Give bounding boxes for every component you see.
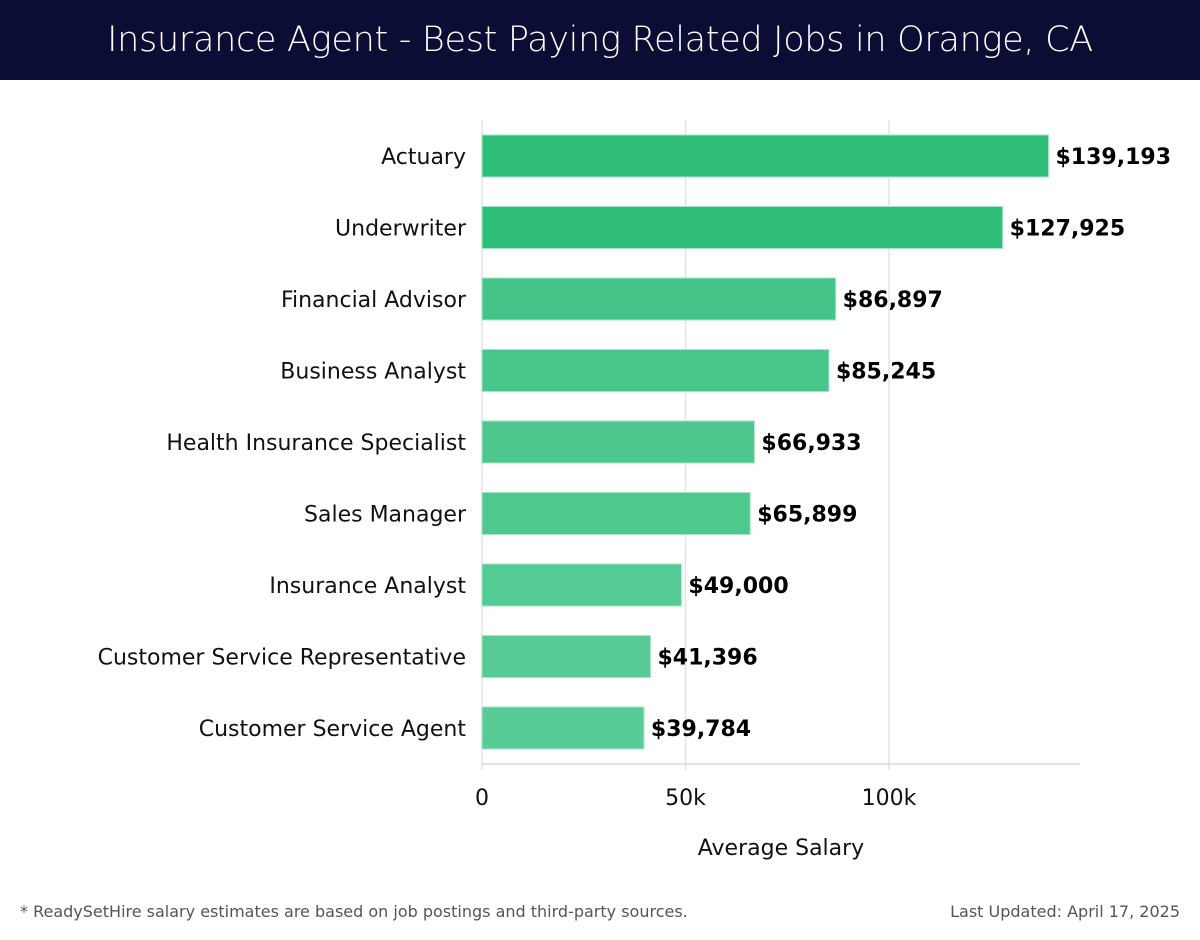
x-tick-label: 0 [475,786,489,811]
value-label: $49,000 [688,574,788,599]
bar [481,563,682,607]
category-label: Business Analyst [280,360,466,385]
value-label: $85,245 [836,360,936,385]
category-label: Underwriter [335,217,467,242]
x-axis-label: Average Salary [698,836,864,861]
bar [481,206,1004,249]
category-label: Customer Service Agent [199,717,467,742]
value-label: $66,933 [761,431,861,456]
chart-title: Insurance Agent - Best Paying Related Jo… [0,0,1200,80]
bar-chart: 0 50k 100k Average Salary Actuary $139,193 Und… [98,120,1172,861]
value-label: $41,396 [657,646,757,671]
bar [481,492,751,535]
value-label: $39,784 [651,717,751,742]
bar [481,277,837,321]
category-label: Customer Service Representative [98,646,466,671]
category-label: Actuary [381,145,466,170]
category-label: Insurance Analyst [269,574,466,599]
x-tick-label: 50k [665,786,706,811]
category-label: Health Insurance Specialist [166,431,466,456]
bar [481,635,651,678]
bar [481,706,645,750]
category-label: Sales Manager [304,503,467,528]
x-tick-label: 100k [862,786,917,811]
bar [481,420,755,464]
last-updated: Last Updated: April 17, 2025 [950,902,1180,921]
value-label: $127,925 [1010,217,1126,242]
bar [481,349,830,392]
category-label: Financial Advisor [281,288,467,313]
bar [481,134,1050,178]
footnote: * ReadySetHire salary estimates are base… [20,902,688,921]
value-label: $139,193 [1056,145,1172,170]
value-label: $86,897 [843,288,943,313]
value-label: $65,899 [757,503,857,528]
